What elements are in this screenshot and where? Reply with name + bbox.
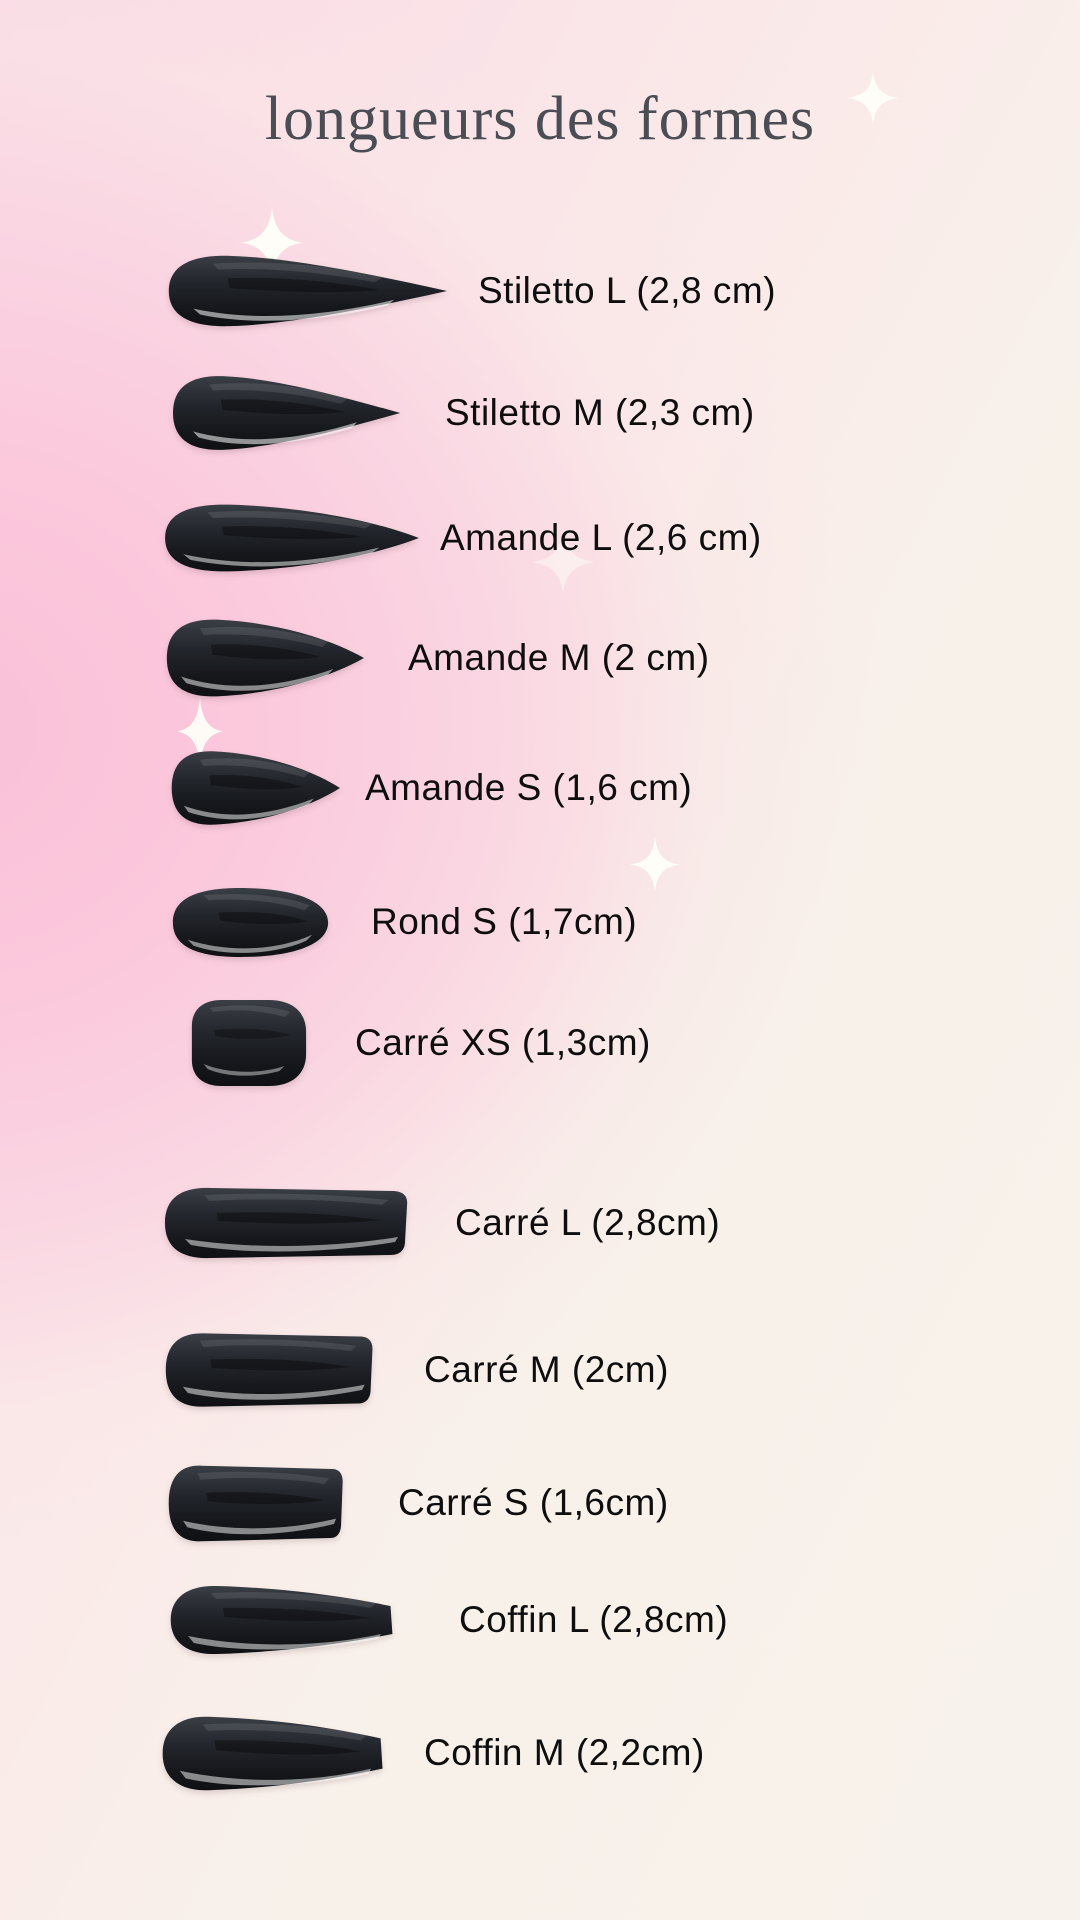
nail-image-carre-l	[164, 1187, 408, 1259]
nail-row-coffin-m: Coffin M (2,2cm)	[155, 1706, 705, 1801]
nail-image-amande-l	[165, 504, 419, 572]
nail-image-amande-s	[171, 751, 340, 825]
nail-label-coffin-l: Coffin L (2,8cm)	[459, 1599, 729, 1640]
nail-image-carre-s	[168, 1465, 343, 1541]
nail-row-carre-l: Carré L (2,8cm)	[157, 1179, 720, 1267]
nail-label-stiletto-l: Stiletto L (2,8 cm)	[478, 270, 777, 311]
nail-row-rond-s: Rond S (1,7cm)	[164, 882, 637, 963]
nail-row-amande-l: Amande L (2,6 cm)	[155, 498, 762, 578]
nail-label-carre-xs: Carré XS (1,3cm)	[355, 1022, 651, 1063]
nail-image-carre-xs	[191, 1000, 307, 1086]
nail-label-amande-m: Amande M (2 cm)	[408, 637, 710, 678]
page-title: longueurs des formes	[264, 85, 816, 153]
nail-label-amande-l: Amande L (2,6 cm)	[440, 517, 762, 558]
nail-label-carre-m: Carré M (2cm)	[424, 1349, 669, 1390]
nail-label-amande-s: Amande S (1,6 cm)	[365, 767, 693, 808]
sparkle-icon	[630, 836, 680, 892]
nail-row-stiletto-m: Stiletto M (2,3 cm)	[165, 369, 755, 457]
nail-label-rond-s: Rond S (1,7cm)	[371, 901, 638, 942]
nail-image-stiletto-m	[173, 376, 401, 450]
nail-image-carre-m	[165, 1333, 373, 1407]
nail-row-carre-xs: Carré XS (1,3cm)	[184, 994, 651, 1092]
nail-label-coffin-m: Coffin M (2,2cm)	[424, 1732, 705, 1773]
nail-row-carre-m: Carré M (2cm)	[159, 1324, 669, 1416]
nail-label-carre-s: Carré S (1,6cm)	[398, 1482, 669, 1523]
nail-image-rond-s	[172, 887, 329, 957]
nail-row-amande-s: Amande S (1,6 cm)	[165, 744, 692, 832]
nail-row-coffin-l: Coffin L (2,8cm)	[163, 1576, 728, 1664]
nail-image-amande-m	[166, 619, 364, 697]
nail-image-coffin-l	[170, 1585, 393, 1655]
nail-label-stiletto-m: Stiletto M (2,3 cm)	[445, 392, 755, 433]
nail-image-coffin-m	[162, 1716, 383, 1790]
nail-row-amande-m: Amande M (2 cm)	[159, 612, 710, 704]
nail-row-stiletto-l: Stiletto L (2,8 cm)	[159, 249, 776, 333]
nail-label-carre-l: Carré L (2,8cm)	[455, 1202, 721, 1243]
nail-row-carre-s: Carré S (1,6cm)	[163, 1456, 669, 1551]
sparkle-icon	[847, 72, 899, 124]
nail-image-stiletto-l	[168, 255, 448, 327]
